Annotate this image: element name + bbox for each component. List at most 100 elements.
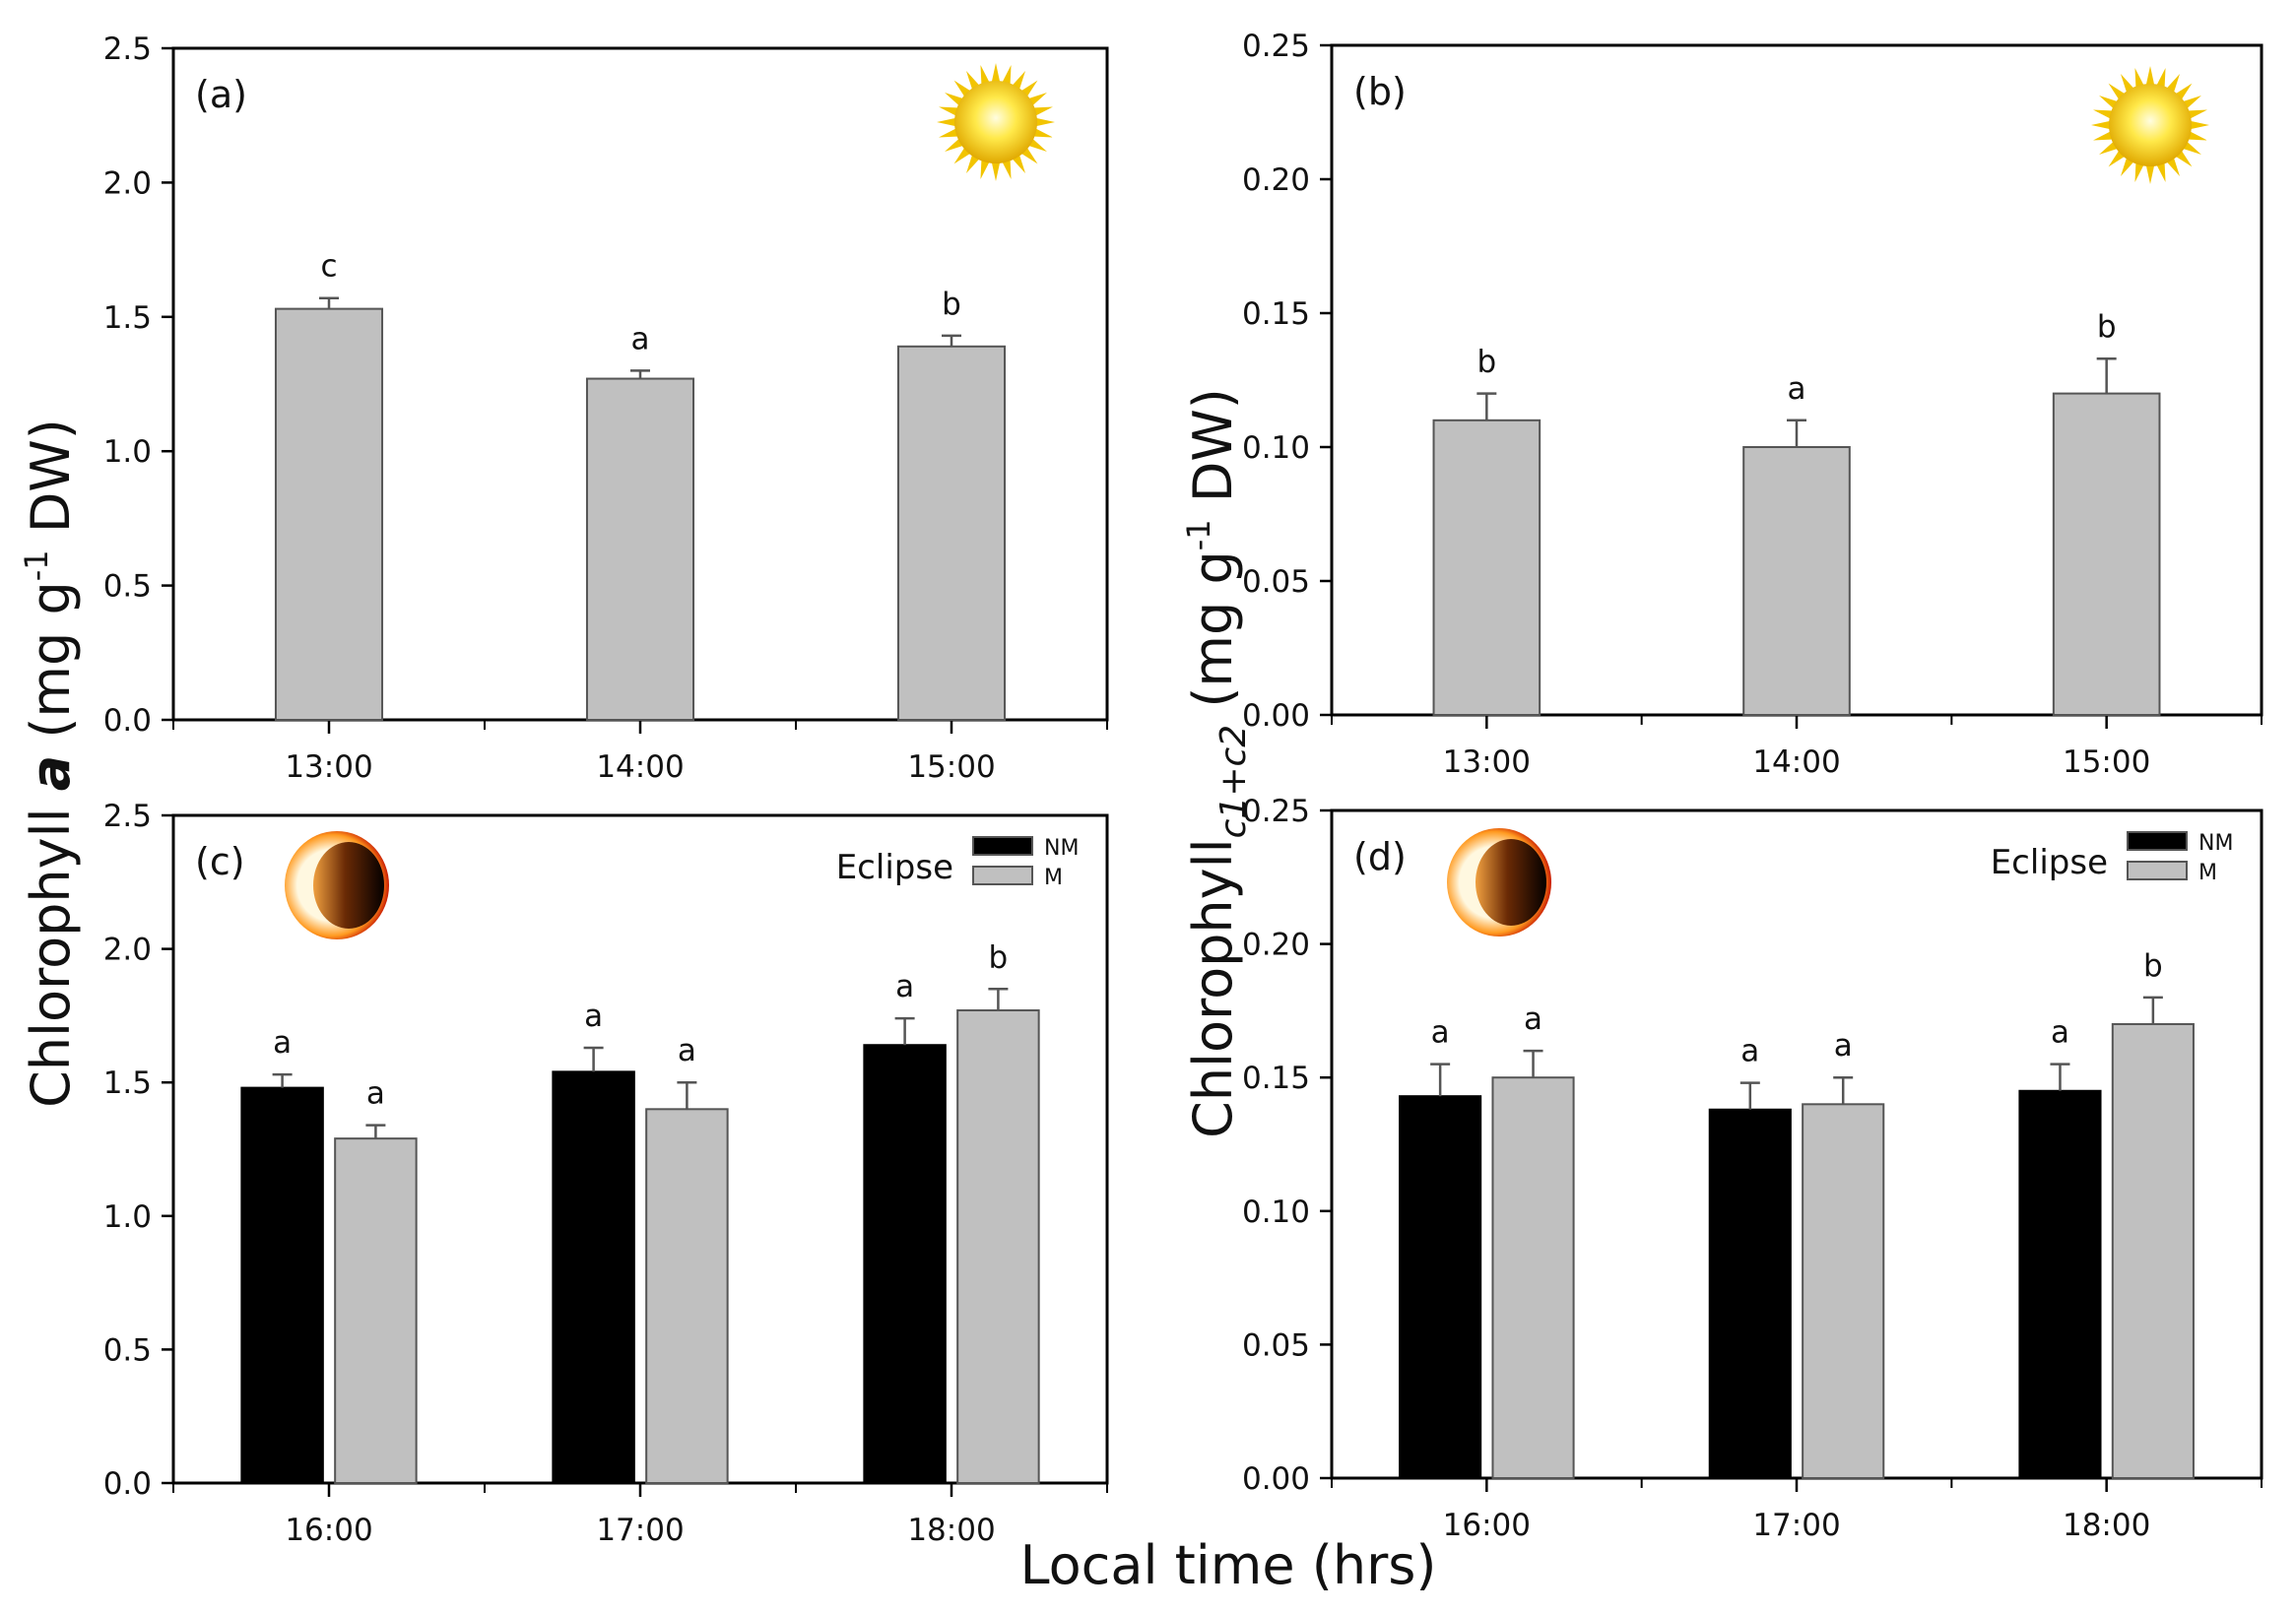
sun-ray [1032, 128, 1053, 138]
sun-ray [1034, 117, 1055, 127]
panel-b: 0.00 0.05 0.10 0.15 0.20 0.25 13:00 14:00 15:00 b… [1242, 29, 2263, 780]
sun-ray [2187, 109, 2207, 119]
bar-NM [863, 1044, 947, 1485]
legend-label-NM: NM [1044, 836, 1079, 861]
y-tick-label: 2.0 [103, 165, 152, 201]
legend-swatch-M [972, 866, 1033, 885]
y-tick-label: 0.15 [1242, 296, 1310, 332]
y-tick-label: 0.25 [1242, 29, 1310, 64]
ylabel-superscript: -1 [1180, 519, 1217, 550]
ylabel-unit: DW) [1182, 388, 1244, 519]
y-tick-label: 0.05 [1242, 564, 1310, 600]
bar-NM [240, 1086, 324, 1485]
sun-disc [954, 81, 1037, 163]
x-tick-label: 14:00 [1752, 744, 1840, 780]
legend-label-NM: NM [2198, 831, 2233, 856]
y-tick-label: 0.00 [1242, 698, 1310, 734]
bar-value [896, 345, 1007, 721]
significance-letter: b [1476, 345, 1496, 380]
x-tick-label: 13:00 [1443, 744, 1531, 780]
y-tick-label: 0.0 [103, 1466, 152, 1502]
left-y-axis-label: Chlorophyll a (mg g-1 DW) [18, 419, 82, 1108]
significance-letter: a [678, 1033, 696, 1068]
y-tick-label: 1.5 [103, 1066, 152, 1101]
sun-ray [2134, 162, 2144, 182]
y-tick-label: 0.00 [1242, 1461, 1310, 1497]
bar-value [1432, 419, 1542, 716]
y-tick-label: 1.5 [103, 300, 152, 336]
panel-d: 0.00 0.05 0.10 0.15 0.20 0.25 16:00 17:00 18:00 a… [1242, 794, 2263, 1543]
sun-ray [1002, 65, 1012, 86]
significance-letter: a [1524, 1001, 1542, 1037]
panel-label: (c) [195, 840, 245, 883]
sun-ray [2093, 131, 2114, 141]
legend: Eclipse NM M [1991, 831, 2233, 885]
significance-letter: c [320, 249, 337, 285]
significance-letter: a [584, 999, 603, 1034]
sun-icon [937, 63, 1055, 181]
significance-letter: a [366, 1076, 385, 1112]
ylabel-text: Chlorophyll [1182, 838, 1244, 1138]
sun-ray [2189, 120, 2209, 130]
y-tick-label: 1.0 [103, 434, 152, 470]
sun-ray [2091, 120, 2112, 130]
bar-M [2111, 1022, 2195, 1479]
y-tick-label: 0.10 [1242, 1195, 1310, 1230]
y-tick-label: 0.5 [103, 1332, 152, 1368]
sun-ray [937, 117, 957, 127]
significance-letter: b [2097, 309, 2117, 345]
significance-letter: a [895, 969, 914, 1004]
ylabel-unit: DW) [20, 419, 82, 549]
sun-ray [2093, 109, 2114, 119]
sun-ray [1032, 106, 1053, 116]
y-tick-label: 0.5 [103, 569, 152, 605]
panel-c: 0.0 0.5 1.0 1.5 2.0 2.5 16:00 17:00 18:00 a a a a a b (… [103, 799, 1109, 1548]
eclipse-moon [1476, 839, 1546, 926]
significance-letter: a [631, 321, 650, 356]
panel-label: (b) [1353, 70, 1407, 113]
bar-NM [552, 1070, 635, 1485]
significance-letter: b [989, 939, 1009, 975]
x-tick-label: 15:00 [2063, 744, 2150, 780]
significance-letter: a [1431, 1015, 1450, 1051]
sun-ray [991, 63, 1001, 84]
sun-ray [2156, 162, 2166, 182]
y-tick-label: 0.05 [1242, 1327, 1310, 1363]
ylabel-superscript: -1 [18, 549, 55, 581]
legend-title: Eclipse [836, 848, 953, 887]
ylabel-unit: (mg g [20, 581, 82, 755]
x-tick-label: 18:00 [907, 1513, 995, 1548]
right-y-axis-label: Chlorophyllc1+c2 (mg g-1 DW) [1180, 388, 1254, 1138]
sun-ray [2145, 66, 2155, 87]
panel-label: (d) [1353, 835, 1407, 878]
eclipse-icon [1447, 828, 1551, 937]
ylabel-subscript: c1+c2 [1214, 725, 1254, 839]
eclipse-moon [313, 842, 384, 929]
sun-icon [2091, 66, 2209, 184]
significance-letter: a [1788, 371, 1806, 407]
sun-ray [980, 65, 990, 86]
bar-NM [1399, 1095, 1482, 1479]
sun-ray [2187, 131, 2207, 141]
legend: Eclipse NM M [836, 836, 1079, 890]
legend-label-M: M [2198, 861, 2217, 885]
legend-swatch-NM [2127, 831, 2188, 851]
sun-ray [991, 161, 1001, 181]
x-tick-label: 18:00 [2063, 1508, 2150, 1543]
legend-label-M: M [1044, 866, 1063, 890]
bar-M [956, 1008, 1040, 1484]
significance-letter: a [2051, 1015, 2069, 1051]
sun-ray [2145, 163, 2155, 184]
panel-a: 0.0 0.5 1.0 1.5 2.0 2.5 13:00 14:00 15:00 c a b (a) [103, 32, 1109, 785]
y-tick-label: 0.10 [1242, 430, 1310, 466]
significance-letter: a [273, 1025, 292, 1061]
legend-swatch-M [2127, 861, 2188, 880]
y-tick-label: 2.5 [103, 32, 152, 67]
bar-value [585, 377, 695, 721]
y-tick-label: 0.15 [1242, 1061, 1310, 1096]
bar-M [1491, 1076, 1575, 1479]
y-tick-label: 1.0 [103, 1199, 152, 1235]
bar-M [645, 1108, 729, 1484]
bar-NM [1708, 1108, 1792, 1480]
